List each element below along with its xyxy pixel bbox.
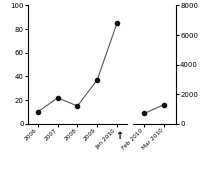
Text: ↑: ↑ [115,131,123,141]
